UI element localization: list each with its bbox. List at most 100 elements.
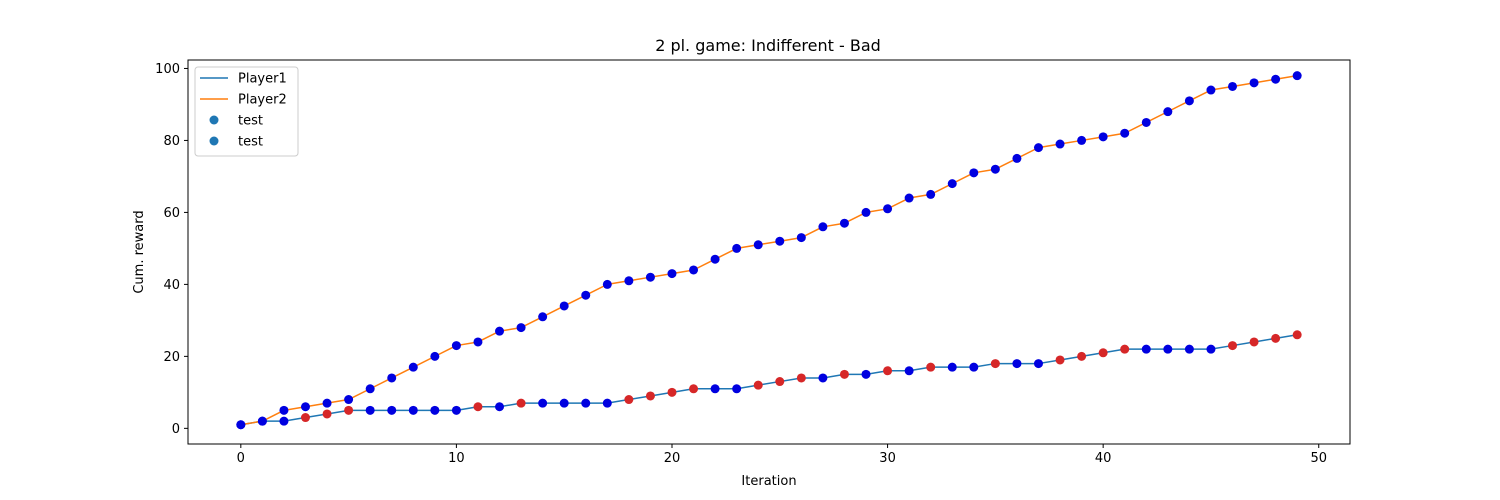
data-point-player1 bbox=[1206, 344, 1216, 354]
data-point-player1 bbox=[387, 405, 397, 415]
data-point-player2 bbox=[257, 416, 267, 426]
data-point-player1 bbox=[408, 405, 418, 415]
y-tick-label: 40 bbox=[163, 278, 180, 293]
data-point-player1 bbox=[904, 366, 914, 376]
legend-label: test bbox=[238, 135, 263, 150]
data-point-player1 bbox=[322, 409, 332, 419]
axis-ticks: 0 10 20 30 40 50 0 20 40 60 80 100 bbox=[155, 62, 1327, 466]
data-point-player1 bbox=[559, 398, 569, 408]
legend: Player1 Player2 test test bbox=[194, 66, 299, 157]
x-tick-label: 10 bbox=[448, 451, 465, 466]
data-point-player1 bbox=[430, 405, 440, 415]
y-tick-label: 100 bbox=[155, 62, 180, 77]
data-point-player2 bbox=[645, 272, 655, 282]
data-point-player2 bbox=[926, 189, 936, 199]
data-point-player1 bbox=[473, 402, 483, 412]
data-point-player1 bbox=[538, 398, 548, 408]
data-point-player1 bbox=[947, 362, 957, 372]
data-point-player2 bbox=[904, 193, 914, 203]
data-point-player1 bbox=[624, 395, 634, 405]
chart-title: 2 pl. game: Indifferent - Bad bbox=[655, 36, 881, 55]
data-point-player1 bbox=[818, 373, 828, 383]
data-point-player1 bbox=[300, 413, 310, 423]
data-point-player2 bbox=[1292, 71, 1302, 81]
data-point-player1 bbox=[1271, 333, 1281, 343]
data-point-player1 bbox=[344, 405, 354, 415]
data-point-player1 bbox=[753, 380, 763, 390]
y-tick-label: 0 bbox=[172, 422, 180, 437]
data-point-player2 bbox=[236, 420, 246, 430]
data-point-player1 bbox=[990, 359, 1000, 369]
y-axis-label: Cum. reward bbox=[132, 210, 147, 293]
x-tick-label: 0 bbox=[237, 451, 245, 466]
data-point-player1 bbox=[732, 384, 742, 394]
data-point-player2 bbox=[1163, 107, 1173, 117]
data-point-player2 bbox=[969, 168, 979, 178]
y-tick-label: 60 bbox=[163, 206, 180, 221]
data-point-player2 bbox=[279, 405, 289, 415]
data-point-player2 bbox=[667, 269, 677, 279]
x-tick-label: 20 bbox=[664, 451, 681, 466]
data-point-player1 bbox=[1184, 344, 1194, 354]
data-point-player2 bbox=[408, 362, 418, 372]
data-point-player2 bbox=[322, 398, 332, 408]
data-point-player2 bbox=[883, 204, 893, 214]
data-point-player1 bbox=[1012, 359, 1022, 369]
legend-box bbox=[194, 66, 299, 157]
data-point-player2 bbox=[602, 279, 612, 289]
data-point-player1 bbox=[581, 398, 591, 408]
data-point-player2 bbox=[516, 323, 526, 333]
data-point-player2 bbox=[1249, 78, 1259, 88]
data-point-player1 bbox=[495, 402, 505, 412]
data-point-player2 bbox=[624, 276, 634, 286]
data-point-player2 bbox=[451, 341, 461, 351]
legend-label: Player2 bbox=[238, 93, 287, 108]
data-point-player2 bbox=[839, 218, 849, 228]
data-point-player2 bbox=[990, 164, 1000, 174]
legend-label: Player1 bbox=[238, 72, 287, 87]
data-point-player2 bbox=[300, 402, 310, 412]
data-point-player2 bbox=[1055, 139, 1065, 149]
data-point-player1 bbox=[516, 398, 526, 408]
data-point-player1 bbox=[689, 384, 699, 394]
legend-swatch-marker bbox=[209, 115, 219, 125]
data-point-player2 bbox=[1184, 96, 1194, 106]
data-point-player1 bbox=[451, 405, 461, 415]
data-point-player2 bbox=[1271, 74, 1281, 84]
data-point-player1 bbox=[365, 405, 375, 415]
data-point-player1 bbox=[1055, 355, 1065, 365]
data-point-player2 bbox=[1206, 85, 1216, 95]
data-point-player2 bbox=[796, 233, 806, 243]
data-point-player2 bbox=[430, 351, 440, 361]
data-point-player2 bbox=[344, 395, 354, 405]
data-point-player2 bbox=[1120, 128, 1130, 138]
data-point-player1 bbox=[279, 416, 289, 426]
data-point-player2 bbox=[538, 312, 548, 322]
x-tick-label: 50 bbox=[1310, 451, 1327, 466]
data-point-player2 bbox=[365, 384, 375, 394]
data-point-player2 bbox=[559, 301, 569, 311]
data-point-player1 bbox=[1077, 351, 1087, 361]
data-point-player2 bbox=[947, 179, 957, 189]
x-tick-label: 40 bbox=[1095, 451, 1112, 466]
data-point-player1 bbox=[1228, 341, 1238, 351]
x-axis-label: Iteration bbox=[741, 474, 796, 489]
data-point-player2 bbox=[1098, 132, 1108, 142]
data-point-player1 bbox=[861, 369, 871, 379]
legend-swatch-marker bbox=[209, 136, 219, 146]
data-point-player1 bbox=[1098, 348, 1108, 358]
data-point-player2 bbox=[861, 207, 871, 217]
data-point-player2 bbox=[732, 243, 742, 253]
data-point-player1 bbox=[667, 387, 677, 397]
data-point-player1 bbox=[775, 377, 785, 387]
axes-frame bbox=[187, 59, 1351, 445]
data-point-player1 bbox=[1249, 337, 1259, 347]
data-point-player2 bbox=[581, 290, 591, 300]
data-point-player2 bbox=[753, 240, 763, 250]
y-tick-label: 20 bbox=[163, 350, 180, 365]
data-point-player1 bbox=[602, 398, 612, 408]
data-point-player2 bbox=[387, 373, 397, 383]
data-point-player2 bbox=[1012, 153, 1022, 163]
data-point-player2 bbox=[710, 254, 720, 264]
